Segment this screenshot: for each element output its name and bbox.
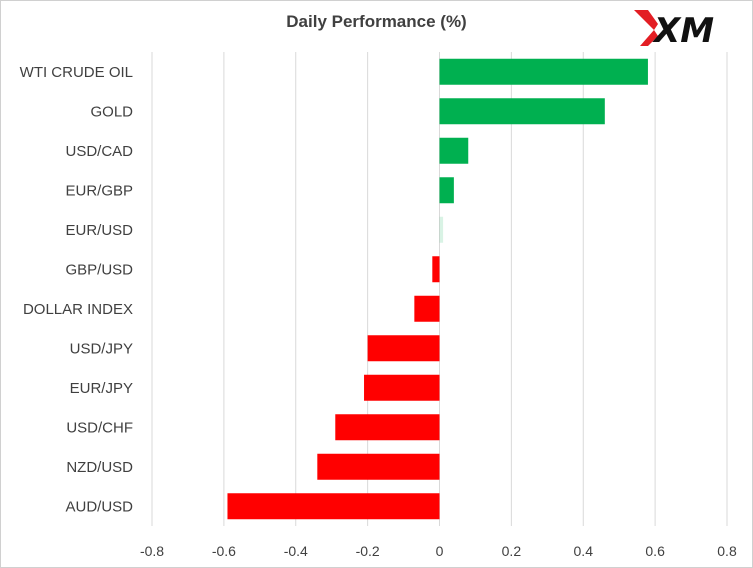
x-tick-label: 0.2	[502, 543, 522, 559]
category-label: WTI CRUDE OIL	[20, 64, 133, 81]
bars	[227, 58, 648, 520]
bar	[335, 414, 440, 441]
x-tick-label: 0	[436, 543, 444, 559]
bar	[439, 177, 454, 204]
x-tick-label: -0.4	[284, 543, 308, 559]
category-label: AUD/USD	[65, 498, 133, 515]
category-label: USD/JPY	[70, 340, 133, 357]
bar	[367, 335, 440, 362]
chart-title: Daily Performance (%)	[286, 12, 467, 31]
x-tick-label: -0.6	[212, 543, 236, 559]
category-label: USD/CHF	[66, 419, 133, 436]
category-label: EUR/JPY	[70, 380, 133, 397]
x-axis-tick-labels: -0.8 -0.6 -0.4 -0.2 0 0.2 0.4 0.6 0.8	[140, 543, 737, 559]
bar	[439, 98, 605, 125]
bar	[432, 256, 440, 283]
logo-text: XM	[652, 11, 714, 48]
x-tick-label: 0.6	[645, 543, 665, 559]
bar	[364, 374, 440, 401]
category-label: EUR/USD	[65, 222, 133, 239]
category-label: GBP/USD	[65, 261, 133, 278]
x-tick-label: 0.8	[717, 543, 737, 559]
category-label: DOLLAR INDEX	[23, 301, 133, 318]
bar	[317, 453, 440, 480]
bar	[227, 493, 440, 520]
x-tick-label: -0.8	[140, 543, 164, 559]
bar	[439, 137, 469, 164]
bar	[439, 216, 444, 243]
xm-logo: XM	[634, 10, 714, 48]
category-label: EUR/GBP	[65, 182, 133, 199]
bar	[414, 295, 440, 322]
category-label: USD/CAD	[65, 143, 133, 160]
bar	[439, 58, 648, 85]
category-label: GOLD	[90, 103, 133, 120]
grid-lines	[151, 52, 728, 526]
category-labels: WTI CRUDE OIL GOLD USD/CAD EUR/GBP EUR/USD GB…	[20, 64, 134, 516]
x-tick-label: -0.2	[356, 543, 380, 559]
x-tick-label: 0.4	[574, 543, 594, 559]
category-label: NZD/USD	[66, 459, 133, 476]
